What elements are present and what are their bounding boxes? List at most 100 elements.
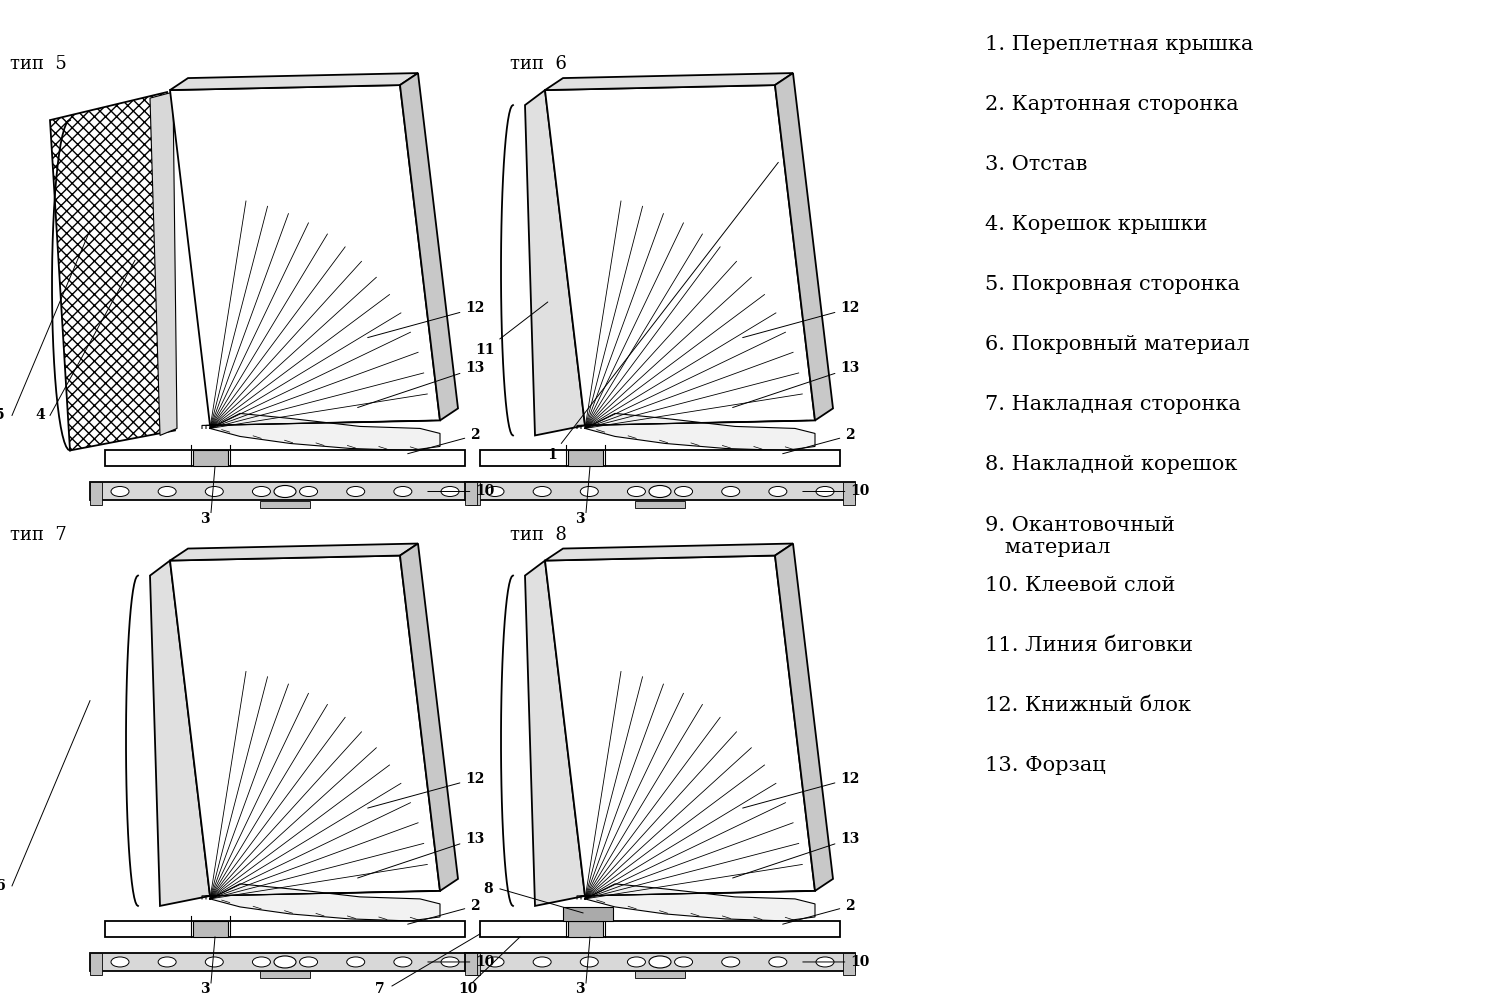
Bar xyxy=(260,971,310,978)
Ellipse shape xyxy=(346,486,364,496)
Ellipse shape xyxy=(650,485,670,497)
Polygon shape xyxy=(150,561,210,906)
Text: 13: 13 xyxy=(732,361,860,407)
Ellipse shape xyxy=(300,957,318,967)
Bar xyxy=(468,953,480,975)
Polygon shape xyxy=(544,85,814,425)
Ellipse shape xyxy=(441,957,459,967)
Text: тип  7: тип 7 xyxy=(10,526,68,544)
Text: 2: 2 xyxy=(408,899,480,924)
Text: 11. Линия биговки: 11. Линия биговки xyxy=(986,636,1192,655)
Ellipse shape xyxy=(111,486,129,496)
Ellipse shape xyxy=(394,957,412,967)
Text: 4: 4 xyxy=(34,408,45,422)
Ellipse shape xyxy=(627,486,645,496)
Text: 12. Книжный блок: 12. Книжный блок xyxy=(986,696,1191,715)
Polygon shape xyxy=(170,85,440,425)
Bar xyxy=(568,921,603,937)
Ellipse shape xyxy=(816,957,834,967)
Bar xyxy=(465,482,855,500)
Text: 10. Клеевой слой: 10. Клеевой слой xyxy=(986,576,1176,595)
Text: 3: 3 xyxy=(574,512,585,526)
Text: 1. Переплетная крышка: 1. Переплетная крышка xyxy=(986,35,1254,54)
Ellipse shape xyxy=(441,486,459,496)
Ellipse shape xyxy=(722,486,740,496)
Text: 4. Корешок крышки: 4. Корешок крышки xyxy=(986,215,1208,234)
Text: 1: 1 xyxy=(548,162,778,462)
Text: 12: 12 xyxy=(742,301,860,337)
Ellipse shape xyxy=(300,486,318,496)
Text: тип  6: тип 6 xyxy=(510,55,567,73)
Ellipse shape xyxy=(675,957,693,967)
Ellipse shape xyxy=(158,486,176,496)
Polygon shape xyxy=(170,556,440,896)
Ellipse shape xyxy=(206,486,224,496)
Text: 10: 10 xyxy=(802,955,870,969)
Polygon shape xyxy=(105,921,465,937)
Text: 5. Покровная сторонка: 5. Покровная сторонка xyxy=(986,275,1240,294)
Ellipse shape xyxy=(580,957,598,967)
Text: тип  8: тип 8 xyxy=(510,526,567,544)
Ellipse shape xyxy=(274,485,296,497)
Text: тип  5: тип 5 xyxy=(10,55,68,73)
Ellipse shape xyxy=(722,957,740,967)
Ellipse shape xyxy=(111,957,129,967)
Text: 13. Форзац: 13. Форзац xyxy=(986,756,1106,775)
Text: 12: 12 xyxy=(368,301,484,337)
Polygon shape xyxy=(525,90,585,435)
Bar xyxy=(465,953,855,971)
Ellipse shape xyxy=(532,957,550,967)
Bar xyxy=(634,500,686,508)
Bar xyxy=(468,482,480,505)
Ellipse shape xyxy=(206,957,224,967)
Polygon shape xyxy=(400,544,457,891)
Text: 9. Окантовочный
   материал: 9. Окантовочный материал xyxy=(986,516,1174,557)
Polygon shape xyxy=(480,921,840,937)
Polygon shape xyxy=(776,544,832,891)
Text: 8: 8 xyxy=(483,882,494,896)
Bar xyxy=(465,482,477,505)
Ellipse shape xyxy=(650,956,670,968)
Polygon shape xyxy=(480,450,840,466)
Polygon shape xyxy=(50,92,176,450)
Polygon shape xyxy=(170,544,419,561)
Text: 2. Картонная сторонка: 2. Картонная сторонка xyxy=(986,95,1239,114)
Polygon shape xyxy=(210,884,440,921)
Bar xyxy=(568,450,603,466)
Polygon shape xyxy=(544,556,814,896)
Text: 12: 12 xyxy=(368,772,484,808)
Bar xyxy=(90,953,480,971)
Text: 10: 10 xyxy=(427,484,495,498)
Bar xyxy=(90,953,102,975)
Bar xyxy=(90,482,102,505)
Text: 8. Накладной корешок: 8. Накладной корешок xyxy=(986,455,1238,474)
Ellipse shape xyxy=(532,486,550,496)
Text: 13: 13 xyxy=(357,361,484,407)
Ellipse shape xyxy=(486,957,504,967)
Bar xyxy=(194,450,228,466)
Text: 10: 10 xyxy=(802,484,870,498)
Text: 3. Отстав: 3. Отстав xyxy=(986,155,1088,174)
Ellipse shape xyxy=(627,957,645,967)
Text: 7. Накладная сторонка: 7. Накладная сторонка xyxy=(986,395,1240,414)
Ellipse shape xyxy=(252,486,270,496)
Text: 3: 3 xyxy=(200,982,210,996)
Polygon shape xyxy=(170,73,419,90)
Text: 2: 2 xyxy=(783,428,855,453)
Text: 10: 10 xyxy=(427,955,495,969)
Polygon shape xyxy=(776,73,832,420)
Polygon shape xyxy=(585,884,814,921)
Ellipse shape xyxy=(346,957,364,967)
Text: 11: 11 xyxy=(476,302,548,357)
Text: 12: 12 xyxy=(742,772,860,808)
Ellipse shape xyxy=(816,486,834,496)
Text: 13: 13 xyxy=(357,832,484,878)
Polygon shape xyxy=(105,450,465,466)
Bar xyxy=(465,953,477,975)
Text: 6: 6 xyxy=(0,879,4,893)
Ellipse shape xyxy=(770,486,788,496)
Ellipse shape xyxy=(158,957,176,967)
Polygon shape xyxy=(544,73,794,90)
Polygon shape xyxy=(210,413,440,450)
Text: 13: 13 xyxy=(732,832,860,878)
